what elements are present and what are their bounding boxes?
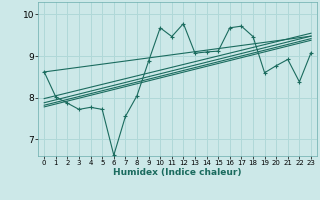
X-axis label: Humidex (Indice chaleur): Humidex (Indice chaleur) bbox=[113, 168, 242, 177]
